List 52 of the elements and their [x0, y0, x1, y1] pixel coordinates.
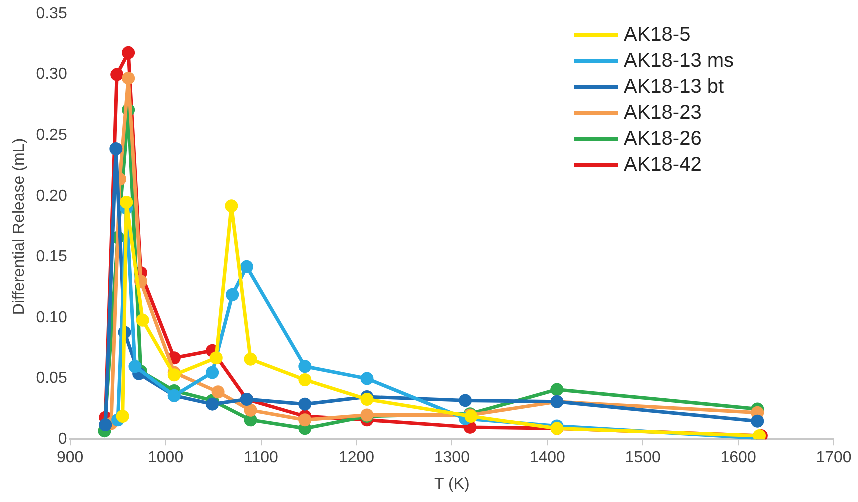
x-tick-label: 1100	[244, 450, 279, 467]
point	[110, 68, 124, 82]
x-tick-label: 1000	[148, 450, 184, 467]
point	[244, 352, 258, 366]
y-tick-label: 0.25	[36, 127, 68, 144]
point	[99, 418, 112, 432]
point	[459, 394, 472, 408]
point	[116, 410, 130, 423]
y-tick-label: 0.35	[36, 5, 68, 22]
point	[550, 383, 564, 396]
y-tick-label: 0.05	[36, 370, 68, 388]
legend-label: AK18-23	[624, 102, 702, 124]
x-tick-label: 900	[56, 450, 84, 467]
point	[244, 404, 258, 417]
y-tick-label: 0.20	[36, 188, 68, 205]
point	[298, 360, 312, 374]
point	[110, 142, 123, 156]
point	[120, 196, 134, 209]
x-tick-label: 1200	[338, 450, 375, 467]
legend-label: AK18-42	[624, 154, 702, 176]
point	[360, 372, 374, 386]
x-axis-title: T (K)	[434, 476, 470, 493]
x-tick-label: 1400	[530, 450, 566, 467]
x-tick-label: 1700	[816, 450, 852, 467]
point	[206, 366, 220, 380]
legend-label: AK18-5	[624, 24, 691, 46]
point	[240, 260, 254, 274]
legend-label: AK18-26	[624, 128, 702, 150]
point	[136, 314, 150, 327]
point	[128, 360, 142, 374]
point	[226, 288, 240, 302]
point	[298, 398, 312, 411]
point	[298, 374, 312, 387]
point	[122, 72, 136, 85]
point	[212, 386, 225, 399]
point	[210, 352, 223, 365]
y-tick-label: 0	[58, 431, 68, 448]
x-tick-label: 1600	[720, 450, 756, 467]
x-tick-label: 1500	[625, 450, 661, 467]
point	[206, 398, 220, 411]
point	[122, 46, 136, 60]
point	[298, 414, 312, 427]
point	[225, 200, 238, 213]
y-tick-label: 0.30	[36, 66, 68, 84]
point	[751, 414, 764, 428]
point	[168, 368, 181, 382]
x-tick-label: 1300	[434, 450, 470, 467]
legend-label: AK18-13 ms	[624, 50, 734, 72]
legend-label: AK18-13 bt	[624, 76, 724, 98]
y-tick-label: 0.10	[36, 309, 68, 326]
y-axis-title: Differential Release (mL)	[11, 138, 28, 316]
y-tick-label: 0.15	[36, 248, 68, 266]
